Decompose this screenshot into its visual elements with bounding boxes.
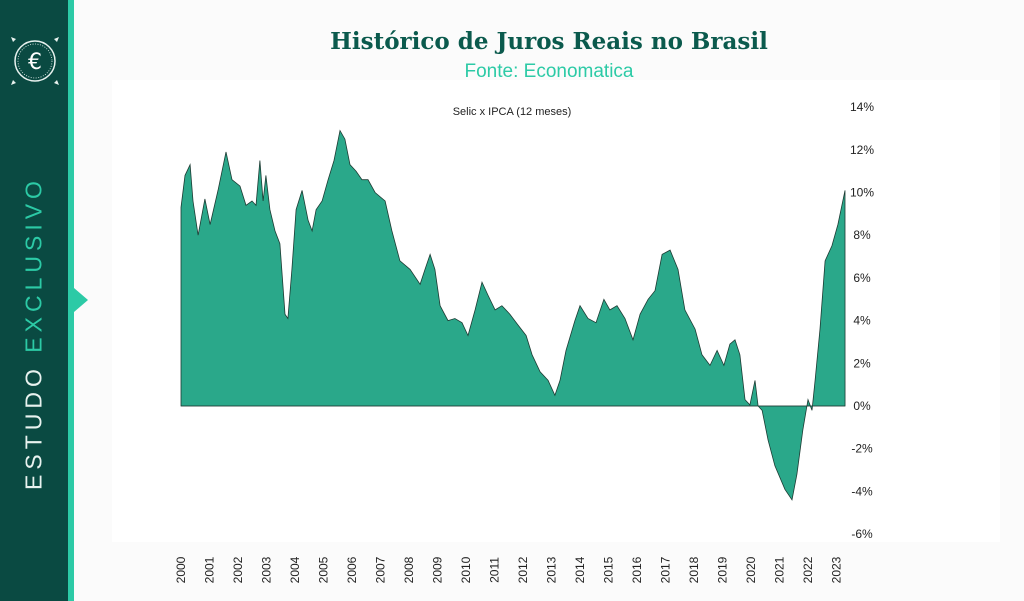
y-tick-label: 8% (853, 228, 871, 242)
page-subtitle: Fonte: Economatica (464, 61, 634, 82)
x-tick-label: 2003 (260, 556, 274, 583)
y-tick-label: 2% (853, 356, 871, 370)
y-tick-label: 0% (853, 399, 871, 413)
x-tick-label: 2012 (516, 556, 530, 583)
x-tick-label: 2013 (545, 556, 559, 583)
page-title: Histórico de Juros Reais no Brasil (330, 28, 768, 55)
x-tick-label: 2019 (716, 556, 730, 583)
svg-text:€: € (28, 50, 42, 75)
x-tick-label: 2004 (288, 556, 302, 583)
x-tick-label: 2005 (317, 556, 331, 583)
x-tick-label: 2006 (345, 556, 359, 583)
y-tick-label: 6% (853, 271, 871, 285)
x-tick-label: 2014 (573, 556, 587, 583)
y-tick-label: 4% (853, 314, 871, 328)
pointer-triangle (74, 288, 88, 312)
x-tick-label: 2002 (231, 556, 245, 583)
x-tick-label: 2018 (687, 556, 701, 583)
x-tick-label: 2017 (659, 556, 673, 583)
x-tick-label: 2001 (203, 556, 217, 583)
x-tick-label: 2022 (801, 556, 815, 583)
x-tick-label: 2011 (488, 557, 502, 583)
x-tick-label: 2000 (174, 556, 188, 583)
y-tick-label: -4% (851, 484, 873, 498)
y-tick-label: -2% (851, 442, 873, 456)
y-tick-label: 10% (850, 186, 874, 200)
x-tick-label: 2016 (630, 556, 644, 583)
x-tick-label: 2007 (374, 556, 388, 583)
x-tick-label: 2023 (830, 556, 844, 583)
x-tick-label: 2015 (602, 556, 616, 583)
x-tick-label: 2021 (773, 556, 787, 583)
x-tick-label: 2009 (431, 556, 445, 583)
x-tick-label: 2010 (459, 556, 473, 583)
chart-title: Selic x IPCA (12 meses) (453, 106, 572, 118)
sidebar: € ESTUDO EXCLUSIVO (0, 0, 68, 601)
y-tick-label: 12% (850, 143, 874, 157)
y-tick-label: -6% (851, 527, 873, 541)
y-tick-label: 14% (850, 100, 874, 114)
x-tick-label: 2008 (402, 556, 416, 583)
x-tick-label: 2020 (744, 556, 758, 583)
series-area (180, 129, 846, 501)
euro-coin-icon: € (11, 37, 59, 85)
accent-stripe (68, 0, 74, 601)
